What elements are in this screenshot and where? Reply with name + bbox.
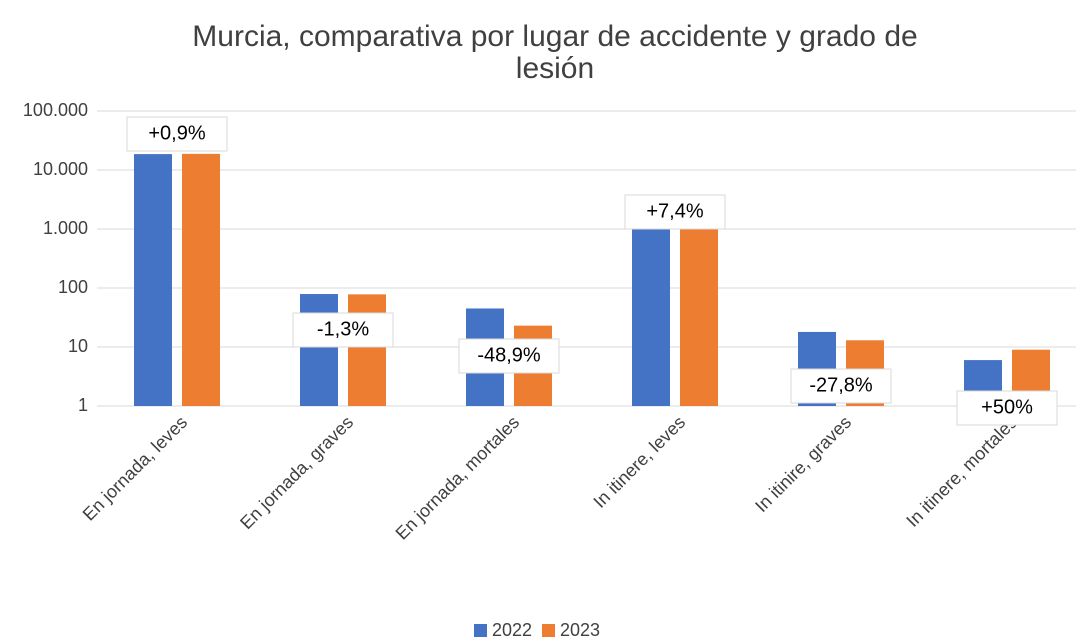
y-tick-label: 10.000 xyxy=(33,159,88,179)
annotation-box xyxy=(956,390,1058,426)
legend-label: 2022 xyxy=(492,620,532,640)
annotation-box xyxy=(790,368,892,404)
annotation-box xyxy=(126,116,228,152)
bar xyxy=(182,153,220,406)
legend-label: 2023 xyxy=(560,620,600,640)
x-tick-label: En jornada, graves xyxy=(236,412,357,533)
chart-title: lesión xyxy=(516,52,594,85)
y-tick-label: 100 xyxy=(58,277,88,297)
y-tick-label: 1 xyxy=(78,395,88,415)
annotation-box xyxy=(624,194,726,230)
chart-title: Murcia, comparativa por lugar de acciden… xyxy=(192,20,917,53)
annotation: -48,9% xyxy=(477,344,541,366)
annotation: +50% xyxy=(981,396,1033,418)
annotation: -1,3% xyxy=(317,318,369,340)
bar xyxy=(680,225,718,406)
annotation-box xyxy=(458,338,560,374)
y-tick-label: 10 xyxy=(68,336,88,356)
bar xyxy=(300,294,338,406)
annotation-box xyxy=(292,312,394,348)
annotation: -27,8% xyxy=(809,374,873,396)
annotation: +7,4% xyxy=(646,200,703,222)
x-tick-label: In itinere, mortales xyxy=(902,412,1021,531)
bar xyxy=(348,294,386,406)
bar xyxy=(134,154,172,406)
y-tick-label: 100.000 xyxy=(23,100,88,120)
x-tick-label: En jornada, leves xyxy=(79,412,191,524)
annotation: +0,9% xyxy=(148,122,205,144)
x-tick-label: En jornada, mortales xyxy=(392,412,524,544)
y-tick-label: 1.000 xyxy=(43,218,88,238)
bar xyxy=(632,227,670,406)
legend-swatch xyxy=(542,624,555,637)
x-tick-label: In itinere, leves xyxy=(589,412,689,512)
legend-swatch xyxy=(474,624,487,637)
x-tick-label: In itinire, graves xyxy=(751,412,855,516)
